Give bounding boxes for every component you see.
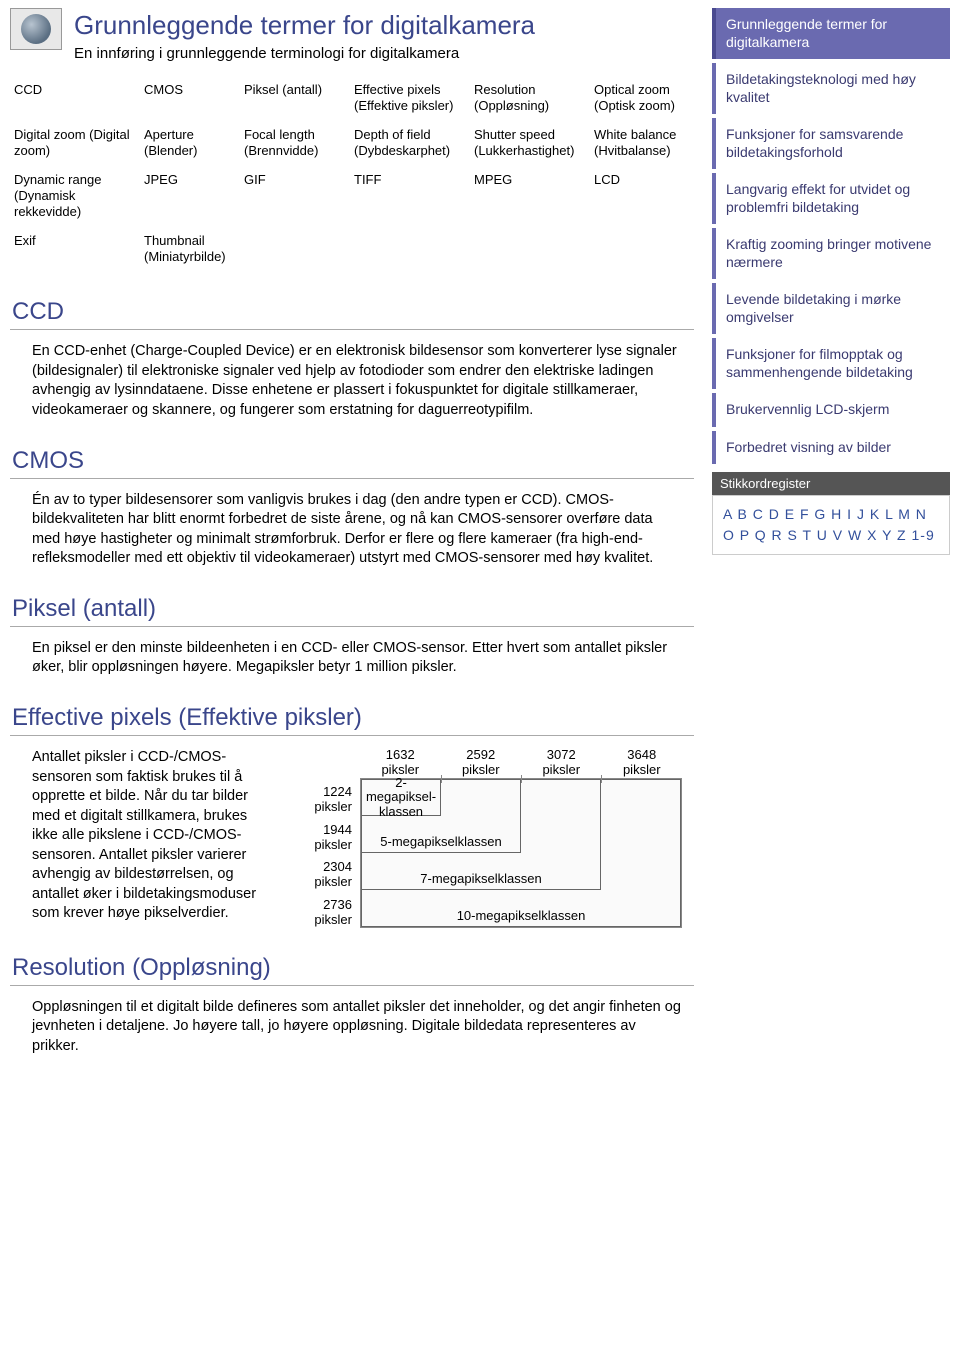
term-cell[interactable]: White balance (Hvitbalanse) [594, 121, 694, 164]
sidebar-item[interactable]: Grunnleggende termer for digitalkamera [712, 8, 950, 59]
term-cell[interactable]: Dynamic range (Dynamisk rekkevidde) [14, 166, 134, 225]
mp-top-label: 3072piksler [521, 748, 602, 778]
term-cell[interactable]: Piksel (antall) [244, 76, 344, 119]
section-body: Én av to typer bildesensorer som vanligv… [10, 487, 694, 569]
index-letter[interactable]: K [870, 506, 885, 522]
term-cell[interactable]: GIF [244, 166, 344, 225]
sidebar-item[interactable]: Langvarig effekt for utvidet og problemf… [712, 173, 950, 224]
term-cell[interactable]: Focal length (Brennvidde) [244, 121, 344, 164]
term-cell[interactable]: Thumbnail (Miniatyrbilde) [144, 227, 234, 270]
term-cell[interactable]: Optical zoom (Optisk zoom) [594, 76, 694, 119]
term-cell [244, 227, 344, 270]
mp-top-label: 2592piksler [441, 748, 522, 778]
index-header: Stikkordregister [712, 472, 950, 495]
index-letter[interactable]: J [857, 506, 870, 522]
term-cell[interactable]: Resolution (Oppløsning) [474, 76, 584, 119]
index-letter[interactable]: V [833, 527, 848, 543]
section-body: Antallet piksler i CCD-/CMOS-sensoren so… [32, 748, 262, 924]
section-body: Oppløsningen til et digitalt bilde defin… [10, 994, 694, 1057]
section-heading: Effective pixels (Effektive piksler) [10, 704, 694, 736]
index-letter[interactable]: W [848, 527, 867, 543]
index-letter[interactable]: S [788, 527, 803, 543]
term-cell[interactable]: Effective pixels (Effektive piksler) [354, 76, 464, 119]
index-letter[interactable]: C [753, 506, 769, 522]
term-cell[interactable]: Aperture (Blender) [144, 121, 234, 164]
page-header: Grunnleggende termer for digitalkamera E… [10, 8, 694, 62]
sidebar-item[interactable]: Bildetakingsteknologi med høy kvalitet [712, 63, 950, 114]
section-body: En CCD-enhet (Charge-Coupled Device) er … [10, 338, 694, 420]
term-cell[interactable]: Digital zoom (Digital zoom) [14, 121, 134, 164]
term-cell[interactable]: Exif [14, 227, 134, 270]
index-letters: A B C D E F G H I J K L M N O P Q R S T … [712, 495, 950, 555]
index-letter[interactable]: L [885, 506, 898, 522]
lens-icon [21, 14, 51, 44]
mp-top-label: 1632piksler [360, 748, 441, 778]
section-heading: Resolution (Oppløsning) [10, 954, 694, 986]
sidebar-item[interactable]: Funksjoner for samsvarende bildetakingsf… [712, 118, 950, 169]
index-letter[interactable]: N [916, 506, 927, 522]
term-cell[interactable]: CMOS [144, 76, 234, 119]
index-letter[interactable]: F [800, 506, 814, 522]
index-letter[interactable]: I [847, 506, 857, 522]
index-letter[interactable]: H [831, 506, 847, 522]
section-cmos: CMOS Én av to typer bildesensorer som van… [10, 447, 694, 569]
index-letter[interactable]: M [898, 506, 916, 522]
index-letter[interactable]: B [737, 506, 752, 522]
section-heading: Piksel (antall) [10, 595, 694, 627]
sidebar-item[interactable]: Brukervennlig LCD-skjerm [712, 393, 950, 427]
index-letter[interactable]: E [785, 506, 800, 522]
mp-left-label: 1944piksler [280, 815, 360, 853]
section-piksel: Piksel (antall) En piksel er den minste b… [10, 595, 694, 678]
section-ccd: CCD En CCD-enhet (Charge-Coupled Device) … [10, 298, 694, 420]
terms-grid: CCDCMOSPiksel (antall)Effective pixels (… [10, 76, 694, 270]
section-body: En piksel er den minste bildeenheten i e… [10, 635, 694, 678]
section-heading: CCD [10, 298, 694, 330]
index-letter[interactable]: A [723, 506, 737, 522]
section-effective: Effective pixels (Effektive piksler) Anta… [10, 704, 694, 928]
index-letter[interactable]: P [740, 527, 755, 543]
index-letter[interactable]: X [867, 527, 882, 543]
page-title: Grunnleggende termer for digitalkamera [74, 10, 535, 41]
term-cell[interactable]: Shutter speed (Lukkerhastighet) [474, 121, 584, 164]
sidebar: Grunnleggende termer for digitalkameraBi… [712, 8, 950, 1083]
term-cell[interactable]: MPEG [474, 166, 584, 225]
term-cell[interactable]: TIFF [354, 166, 464, 225]
index-letter[interactable]: T [803, 527, 817, 543]
term-cell[interactable]: Depth of field (Dybdeskarphet) [354, 121, 464, 164]
term-cell[interactable]: LCD [594, 166, 694, 225]
index-letter[interactable]: Y [882, 527, 897, 543]
index-letter[interactable]: D [769, 506, 785, 522]
term-cell[interactable]: JPEG [144, 166, 234, 225]
page-subtitle: En innføring i grunnleggende terminologi… [74, 45, 535, 62]
mp-left-label: 1224piksler [280, 778, 360, 816]
mp-left-label: 2304piksler [280, 853, 360, 891]
index-letter[interactable]: Z [897, 527, 911, 543]
index-letter[interactable]: O [723, 527, 740, 543]
term-cell [474, 227, 584, 270]
index-letter[interactable]: R [772, 527, 788, 543]
index-letter[interactable]: G [814, 506, 831, 522]
index-letter[interactable]: Q [755, 527, 772, 543]
index-letter[interactable]: U [817, 527, 833, 543]
index-letter[interactable]: 1-9 [912, 527, 935, 543]
sidebar-item[interactable]: Levende bildetaking i mørke omgivelser [712, 283, 950, 334]
term-cell [594, 227, 694, 270]
camera-icon [10, 8, 62, 50]
term-cell [354, 227, 464, 270]
sidebar-item[interactable]: Funksjoner for filmopptak og sammenhenge… [712, 338, 950, 389]
sidebar-item[interactable]: Kraftig zooming bringer motivene nærmere [712, 228, 950, 279]
section-resolution: Resolution (Oppløsning) Oppløsningen til … [10, 954, 694, 1057]
mp-top-label: 3648piksler [602, 748, 683, 778]
sidebar-item[interactable]: Forbedret visning av bilder [712, 431, 950, 465]
mp-rect: 2-megapiksel-klassen [361, 779, 441, 816]
section-heading: CMOS [10, 447, 694, 479]
mp-left-label: 2736piksler [280, 890, 360, 928]
megapixel-diagram: 1632piksler2592piksler3072piksler3648pik… [280, 748, 682, 928]
term-cell[interactable]: CCD [14, 76, 134, 119]
